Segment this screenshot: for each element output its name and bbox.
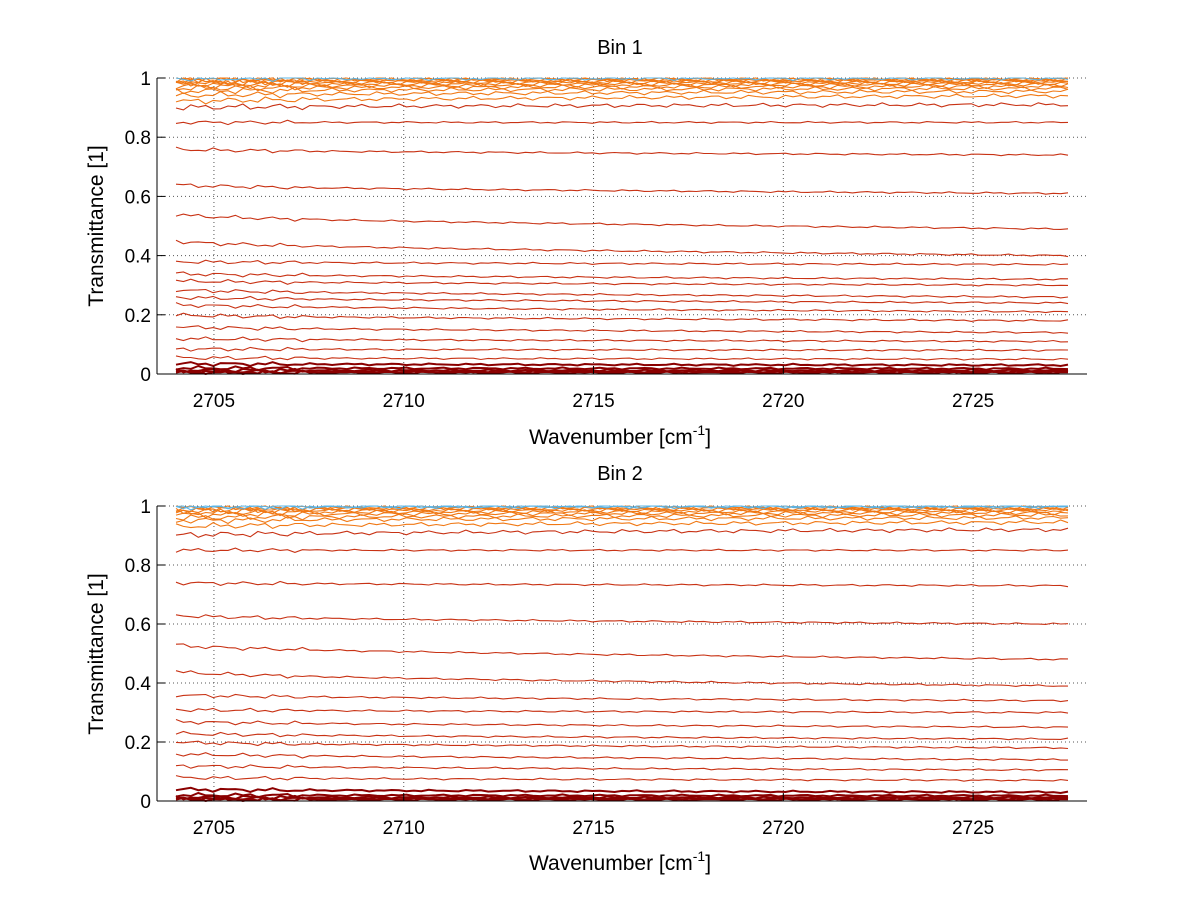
series-line: [175, 102, 1069, 111]
y-axis-label: Transmittance [1]: [85, 573, 108, 734]
y-tick-label: 0.2: [125, 306, 151, 327]
series-line: [175, 288, 1069, 299]
series-line: [175, 325, 1069, 334]
series-line: [175, 88, 1069, 99]
series-line: [175, 505, 1069, 511]
series-line: [175, 670, 1069, 687]
series-line: [175, 510, 1069, 519]
series-line: [175, 312, 1069, 322]
series-line: [175, 295, 1069, 305]
series-line: [175, 515, 1069, 525]
series-line: [175, 786, 1069, 795]
series-line: [175, 505, 1068, 511]
series-line: [175, 764, 1069, 772]
y-tick-label: 0: [140, 792, 151, 813]
y-tick-label: 0: [140, 365, 151, 386]
x-tick-label: 2710: [383, 818, 425, 839]
series-line: [175, 775, 1069, 782]
series-line: [175, 183, 1069, 195]
x-tick-label: 2715: [572, 391, 614, 412]
series-line: [175, 791, 1069, 799]
series-line: [175, 346, 1069, 352]
series-line: [175, 364, 1069, 372]
series-line: [175, 278, 1069, 287]
series-line: [175, 707, 1069, 714]
subplot-title: Bin 1: [597, 37, 643, 59]
y-tick-label: 0.4: [125, 247, 152, 268]
series-line: [175, 508, 1069, 517]
x-axis-label: Wavenumber [cm-1]: [529, 848, 711, 875]
y-tick-label: 0.6: [125, 187, 151, 208]
series-line: [175, 505, 1069, 513]
series-line: [175, 336, 1069, 343]
series-line: [175, 355, 1069, 361]
series-line: [175, 740, 1069, 750]
series-line: [175, 93, 1069, 105]
series-line: [175, 83, 1069, 92]
series-line: [175, 580, 1069, 588]
series-line: [175, 259, 1069, 266]
series-line: [175, 519, 1069, 530]
series-line: [175, 271, 1069, 281]
x-tick-label: 2705: [193, 391, 235, 412]
axis-ticks: [156, 505, 1087, 802]
series-line: [175, 213, 1069, 230]
x-axis-label: Wavenumber [cm-1]: [529, 422, 711, 449]
series-line: [175, 614, 1069, 626]
series-lines: [175, 505, 1069, 803]
y-tick-label: 0.8: [125, 556, 151, 577]
y-tick-label: 1: [140, 69, 151, 90]
series-lines: [175, 77, 1069, 376]
x-tick-label: 2715: [572, 818, 614, 839]
subplot-bin-2: Bin 2 2705 2710 2715 2720 2725 0 0.2 0.4 0.6 0.8 1…: [85, 463, 1087, 875]
y-tick-label: 0.2: [125, 733, 151, 754]
series-line: [175, 527, 1069, 538]
y-tick-label: 0.4: [125, 674, 152, 695]
series-line: [175, 119, 1069, 126]
x-tick-label: 2720: [762, 391, 804, 412]
x-tick-label: 2710: [383, 391, 425, 412]
series-line: [175, 718, 1069, 729]
series-line: [175, 86, 1069, 95]
x-tick-label: 2725: [952, 391, 994, 412]
y-tick-label: 0.6: [125, 615, 151, 636]
axis-ticks: [156, 77, 1087, 375]
series-line: [175, 79, 1069, 87]
series-line: [175, 693, 1069, 703]
x-tick-label: 2705: [193, 818, 235, 839]
series-line: [175, 361, 1069, 368]
series-line: [175, 146, 1069, 157]
series-line: [175, 506, 1069, 515]
series-line: [175, 239, 1069, 258]
y-axis-label: Transmittance [1]: [85, 145, 108, 306]
series-line: [175, 302, 1069, 314]
series-line: [175, 752, 1068, 761]
tick-labels: 2705 2710 2715 2720 2725 0 0.2 0.4 0.6 0.8 1: [125, 497, 995, 839]
x-tick-label: 2720: [762, 818, 804, 839]
y-tick-label: 0.8: [125, 128, 151, 149]
series-line: [175, 730, 1069, 741]
subplot-bin-1: Bin 1 2705 2710 2715 2720 2725 0 0.2 0.4 0.6 0.8 1…: [85, 37, 1087, 449]
series-line: [175, 643, 1069, 661]
subplot-title: Bin 2: [597, 463, 643, 485]
series-line: [175, 77, 1069, 83]
x-tick-label: 2725: [952, 818, 994, 839]
y-tick-label: 1: [140, 497, 151, 518]
tick-labels: 2705 2710 2715 2720 2725 0 0.2 0.4 0.6 0.8 1: [125, 69, 995, 412]
series-line: [175, 547, 1069, 553]
